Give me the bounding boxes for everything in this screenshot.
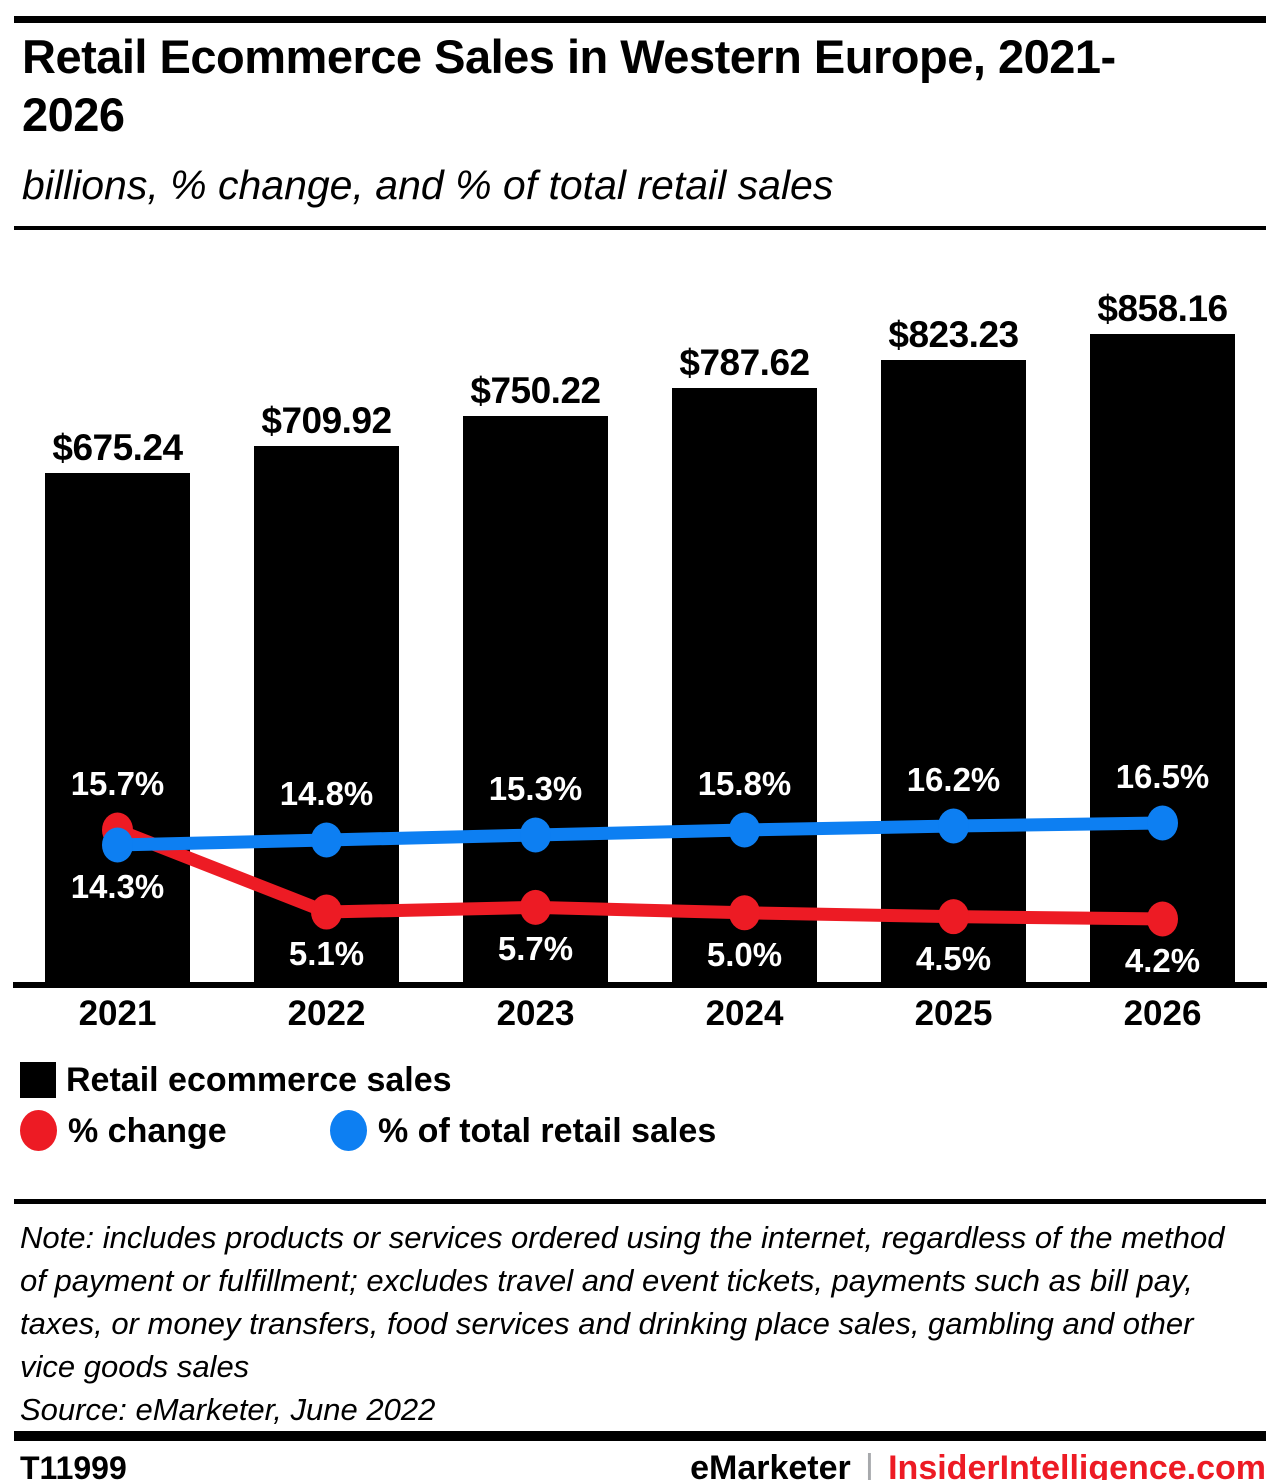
pct-change-dot [938,899,969,935]
pct-of-total-legend-label: % of total retail sales [378,1112,717,1150]
bottom-rule [14,1431,1266,1441]
pct-change-value-label: 5.0% [706,935,783,973]
x-axis-line [13,982,1267,988]
pct-of-total-value-label: 16.5% [1115,758,1210,795]
pct-change-legend-dot [20,1110,57,1151]
pct-change-line [111,823,1169,926]
pct-change-value-label: 5.1% [288,935,365,973]
sales-bar [881,360,1026,985]
pct-change-value-label: 5.7% [497,930,574,968]
pct-change-dot [520,889,551,925]
chart-subtitle: billions, % change, and % of total retai… [22,162,834,208]
pct-of-total-line [111,816,1169,852]
year-label: 2024 [705,994,784,1033]
source-text: Source: eMarketer, June 2022 [20,1392,436,1427]
pct-change-value-label: 15.7% [70,764,165,802]
page-title: Retail Ecommerce Sales in Western Europe… [22,30,1116,141]
pct-change-dot [1147,901,1178,937]
pct-of-total-dot [311,822,342,858]
brand-site-link[interactable]: InsiderIntelligence.com [888,1449,1266,1480]
brand-divider: | [864,1446,875,1480]
year-label: 2021 [78,994,157,1033]
chart-id: T11999 [20,1450,127,1480]
pct-of-total-value-label: 14.8% [279,775,374,812]
footer-brands: eMarketer | InsiderIntelligence.com [690,1446,1266,1480]
pct-of-total-value-label: 15.3% [488,770,583,807]
sales-bar [45,473,190,985]
sales-value-label: $709.92 [261,400,392,441]
pct-of-total-value-label: 16.2% [906,761,1001,798]
footer-bar: T11999 eMarketer | InsiderIntelligence.c… [20,1446,1266,1480]
pct-of-total-dot [938,808,969,844]
note-block: Note: includes products or services orde… [20,1216,1245,1431]
year-label: 2025 [914,994,993,1033]
pct-change-dot [729,895,760,931]
note-divider-rule [14,1199,1266,1204]
sales-value-label: $823.23 [888,314,1019,355]
pct-change-value-label: 4.2% [1124,941,1201,979]
chart-area: $675.24 2021 $709.92 2022 $750.22 2023 $787.62… [0,240,1280,1040]
year-label: 2023 [496,994,575,1033]
year-label: 2022 [287,994,366,1033]
brand-emarketer: eMarketer [690,1449,851,1480]
sales-bar [672,388,817,985]
pct-of-total-dot [1147,805,1178,841]
pct-of-total-dot [520,817,551,853]
top-rule [14,16,1266,23]
sales-value-label: $675.24 [52,427,183,468]
pct-change-value-label: 4.5% [915,939,992,977]
pct-change-legend-label: % change [68,1112,227,1150]
sales-value-label: $787.62 [679,342,810,383]
sales-value-label: $858.16 [1097,288,1228,329]
line-overlay [102,805,1178,937]
note-text: Note: includes products or services orde… [20,1220,1225,1384]
subtitle-rule [14,226,1266,230]
pct-of-total-value-label: 15.8% [697,765,792,802]
bar-legend-label: Retail ecommerce sales [66,1061,452,1099]
pct-of-total-value-label: 14.3% [70,868,165,905]
sales-bar [1090,334,1235,985]
pct-of-total-legend-dot [330,1110,367,1151]
year-label: 2026 [1123,994,1202,1033]
bar-legend-swatch [20,1062,56,1098]
pct-of-total-dot [729,812,760,848]
pct-of-total-dot [102,827,133,863]
sales-value-label: $750.22 [470,370,601,411]
pct-change-dot [311,894,342,930]
